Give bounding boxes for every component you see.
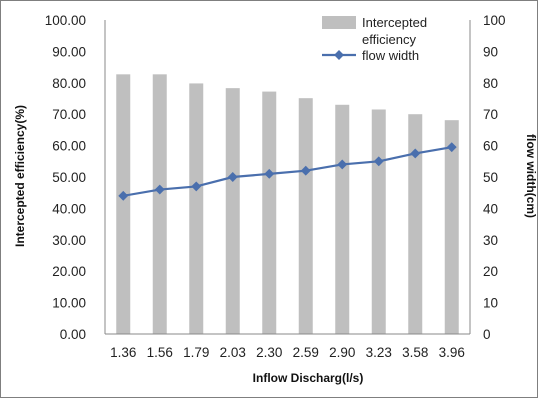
- left-tick-label: 100.00: [45, 13, 86, 28]
- legend-line-marker: [334, 50, 344, 60]
- bar-2.03: [225, 88, 240, 334]
- bar-1.56: [152, 74, 167, 335]
- left-tick-label: 20.00: [52, 264, 86, 279]
- bar-2.90: [335, 104, 350, 334]
- x-axis-title: Inflow Discharg(l/s): [253, 371, 364, 385]
- x-tick-label: 1.36: [110, 345, 136, 360]
- left-tick-label: 60.00: [52, 139, 86, 154]
- right-tick-label: 40: [483, 201, 498, 216]
- right-tick-label: 70: [483, 107, 498, 122]
- x-tick-label: 1.79: [183, 345, 209, 360]
- legend: Intercepted efficiency flow width: [322, 15, 427, 63]
- flow-width-point-3.23: [373, 156, 384, 167]
- flow-width-point-1.79: [191, 181, 202, 192]
- bar-series: [116, 74, 459, 335]
- bar-2.30: [262, 91, 277, 334]
- left-tick-label: 80.00: [52, 76, 86, 91]
- left-tick-label: 40.00: [52, 201, 86, 216]
- left-axis-title: Intercepted efficiency(%): [13, 105, 27, 247]
- right-axis-title: flow width(cm): [524, 134, 538, 218]
- right-tick-labels: 0 10 20 30 40 50 60 70 80 90 100: [483, 13, 506, 342]
- left-tick-labels: 0.00 10.00 20.00 30.00 40.00 50.00 60.00 70.00 8…: [45, 13, 86, 342]
- x-tick-label: 3.58: [402, 345, 428, 360]
- x-tick-labels: 1.36 1.56 1.79 2.03 2.30 2.59 2.90 3.23 3.58 3.96: [110, 345, 465, 360]
- x-tick-label: 2.03: [220, 345, 246, 360]
- right-tick-label: 10: [483, 296, 498, 311]
- legend-bar-swatch: [322, 16, 356, 29]
- left-tick-label: 90.00: [52, 44, 86, 59]
- right-tick-label: 60: [483, 139, 498, 154]
- flow-width-point-1.36: [118, 190, 129, 201]
- right-tick-label: 100: [483, 13, 506, 28]
- right-tick-label: 80: [483, 76, 498, 91]
- x-tick-label: 3.96: [439, 345, 465, 360]
- flow-width-point-2.90: [337, 159, 348, 170]
- right-tick-label: 0: [483, 327, 491, 342]
- legend-line-label: flow width: [362, 48, 419, 63]
- bar-1.36: [116, 74, 131, 335]
- left-tick-label: 70.00: [52, 107, 86, 122]
- flow-width-point-1.56: [154, 184, 165, 195]
- legend-bar-label-line2: efficiency: [362, 32, 416, 47]
- x-tick-label: 2.90: [329, 345, 355, 360]
- left-tick-label: 10.00: [52, 296, 86, 311]
- right-tick-label: 20: [483, 264, 498, 279]
- flow-width-point-2.30: [264, 168, 275, 179]
- flow-width-point-2.59: [300, 165, 311, 176]
- bar-1.79: [189, 83, 204, 334]
- left-tick-label: 50.00: [52, 170, 86, 185]
- bar-3.58: [408, 114, 423, 334]
- bar-3.96: [444, 120, 459, 334]
- bar-2.59: [298, 98, 313, 334]
- flow-width-point-3.96: [446, 142, 457, 153]
- right-tick-label: 90: [483, 44, 498, 59]
- x-tick-label: 3.23: [366, 345, 392, 360]
- x-tick-label: 2.59: [293, 345, 319, 360]
- right-tick-label: 30: [483, 233, 498, 248]
- flow-width-point-2.03: [227, 172, 238, 182]
- legend-bar-label-line1: Intercepted: [362, 15, 427, 30]
- x-tick-label: 2.30: [256, 345, 282, 360]
- right-tick-label: 50: [483, 170, 498, 185]
- flow-width-point-3.58: [410, 148, 421, 159]
- x-tick-label: 1.56: [147, 345, 173, 360]
- flow-width-line: [123, 146, 452, 197]
- axes: [104, 20, 471, 335]
- left-tick-label: 30.00: [52, 233, 86, 248]
- line-series: [118, 142, 457, 201]
- left-tick-label: 0.00: [60, 327, 86, 342]
- bar-3.23: [371, 109, 386, 335]
